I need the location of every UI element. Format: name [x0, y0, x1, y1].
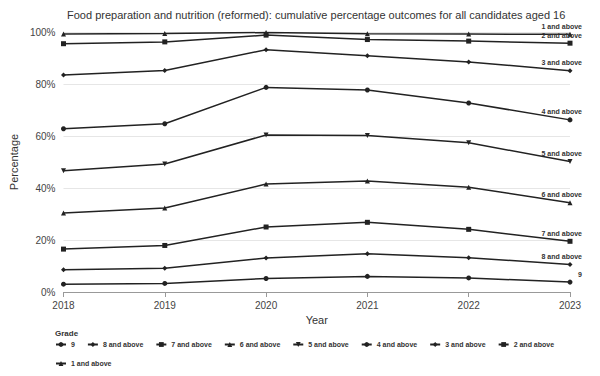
- svg-text:7 and above: 7 and above: [171, 341, 212, 348]
- svg-text:2020: 2020: [255, 300, 278, 311]
- svg-text:8 and above: 8 and above: [542, 253, 583, 260]
- svg-text:3 and above: 3 and above: [542, 59, 583, 66]
- svg-text:4 and above: 4 and above: [377, 341, 418, 348]
- svg-text:2019: 2019: [154, 300, 177, 311]
- svg-text:6 and above: 6 and above: [542, 191, 583, 198]
- svg-text:80%: 80%: [35, 79, 55, 90]
- svg-text:5 and above: 5 and above: [308, 341, 349, 348]
- svg-text:Grade: Grade: [55, 329, 79, 338]
- svg-text:8 and above: 8 and above: [103, 341, 144, 348]
- svg-text:5 and above: 5 and above: [542, 150, 583, 157]
- svg-text:7 and above: 7 and above: [542, 230, 583, 237]
- svg-text:Year: Year: [306, 314, 329, 326]
- svg-text:2018: 2018: [52, 300, 75, 311]
- svg-text:2 and above: 2 and above: [542, 32, 583, 39]
- svg-text:2022: 2022: [458, 300, 481, 311]
- svg-text:Food preparation and nutrition: Food preparation and nutrition (reformed…: [67, 9, 565, 21]
- svg-text:2023: 2023: [559, 300, 582, 311]
- svg-text:60%: 60%: [35, 131, 55, 142]
- svg-text:9: 9: [71, 341, 75, 348]
- svg-text:4 and above: 4 and above: [542, 108, 583, 115]
- svg-text:100%: 100%: [30, 27, 56, 38]
- svg-text:2021: 2021: [356, 300, 379, 311]
- svg-text:3 and above: 3 and above: [445, 341, 486, 348]
- svg-text:Percentage: Percentage: [8, 134, 20, 190]
- svg-text:20%: 20%: [35, 235, 55, 246]
- svg-text:40%: 40%: [35, 183, 55, 194]
- svg-text:1 and above: 1 and above: [542, 23, 583, 30]
- svg-text:6 and above: 6 and above: [240, 341, 281, 348]
- svg-text:2 and above: 2 and above: [514, 341, 555, 348]
- svg-text:0%: 0%: [41, 287, 56, 298]
- svg-text:1 and above: 1 and above: [71, 360, 112, 367]
- svg-text:9: 9: [578, 271, 582, 278]
